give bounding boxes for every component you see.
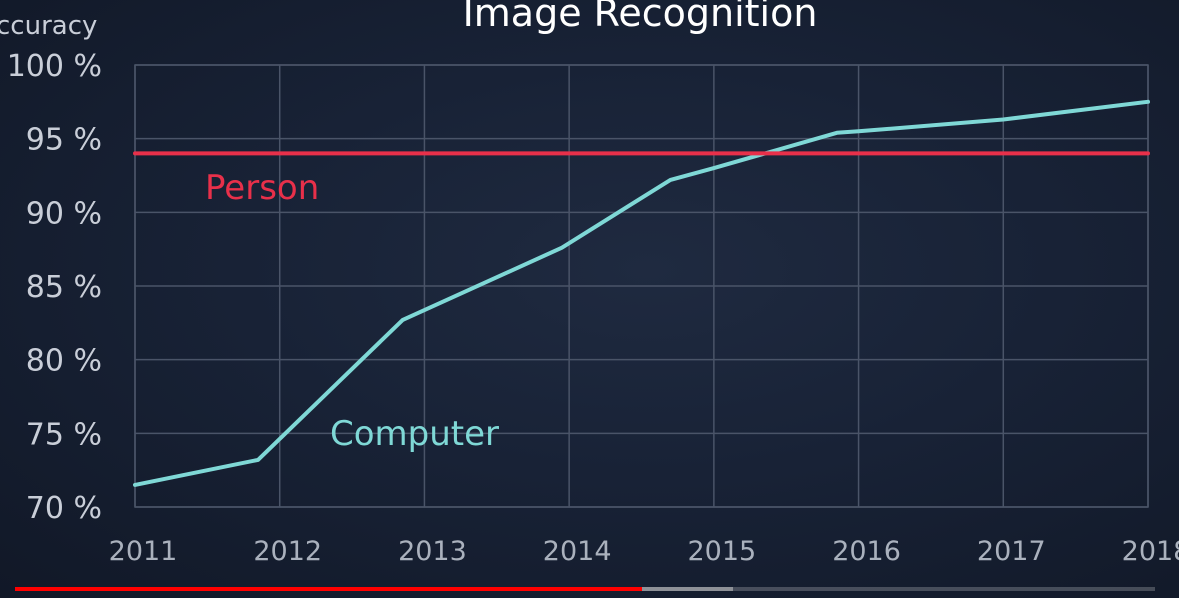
x-tick-label: 2016 bbox=[832, 536, 901, 567]
y-tick-label: 95 % bbox=[26, 123, 102, 158]
y-tick-label: 80 % bbox=[26, 344, 102, 379]
y-axis-label: ccuracy bbox=[0, 11, 97, 41]
x-tick-label: 2011 bbox=[109, 536, 178, 567]
video-played-bar[interactable] bbox=[15, 587, 642, 591]
chart-title: Image Recognition bbox=[463, 0, 818, 35]
x-tick-label: 2012 bbox=[253, 536, 322, 567]
y-tick-label: 85 % bbox=[26, 270, 102, 305]
series-label-computer: Computer bbox=[330, 414, 499, 454]
x-axis-ticks: 2011 2012 2013 2014 2015 2016 2017 2018 bbox=[109, 536, 1179, 567]
x-tick-label: 2017 bbox=[977, 536, 1046, 567]
y-tick-label: 90 % bbox=[26, 196, 102, 231]
x-tick-label: 2013 bbox=[398, 536, 467, 567]
x-tick-label: 2015 bbox=[687, 536, 756, 567]
grid bbox=[134, 64, 1149, 508]
y-tick-label: 75 % bbox=[26, 417, 102, 452]
y-tick-label: 100 % bbox=[7, 49, 102, 84]
series-label-person: Person bbox=[205, 168, 319, 208]
x-tick-label: 2018 bbox=[1122, 536, 1179, 567]
y-axis-ticks: 70 % 75 % 80 % 85 % 90 % 95 % 100 % bbox=[7, 49, 102, 526]
video-progress-bar[interactable] bbox=[15, 587, 1155, 591]
x-tick-label: 2014 bbox=[543, 536, 612, 567]
y-tick-label: 70 % bbox=[26, 491, 102, 526]
series-layer bbox=[133, 99, 1150, 487]
series-line-computer bbox=[133, 99, 1150, 487]
